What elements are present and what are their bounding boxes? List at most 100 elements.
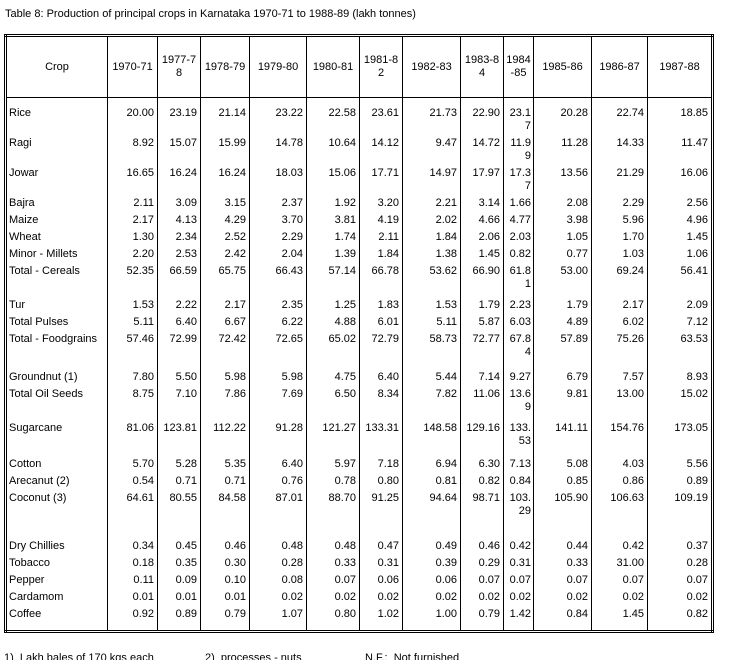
value-cell: 1.25 [306, 297, 360, 315]
spacer-cell [306, 97, 360, 106]
value-cell: 4.66 [460, 212, 504, 230]
value-cell: 1.07 [249, 606, 307, 624]
spacer-cell [647, 291, 713, 298]
value-cell: 72.42 [200, 331, 250, 360]
value-cell: 72.77 [460, 331, 504, 360]
value-cell: 98.71 [460, 490, 504, 519]
value-cell: 91.25 [359, 490, 403, 519]
value-cell: 72.79 [359, 331, 403, 360]
value-cell: 1.00 [402, 606, 461, 624]
value-cell: 0.37 [647, 538, 713, 556]
value-cell: 154.76 [591, 420, 648, 449]
spacer-cell [5, 448, 108, 457]
value-cell: 0.54 [107, 473, 158, 491]
value-cell: 14.33 [591, 135, 648, 166]
column-header: 1970-71 [107, 35, 158, 98]
spacer-cell [359, 448, 403, 457]
value-cell: 6.22 [249, 314, 307, 332]
value-cell: 16.06 [647, 165, 713, 196]
value-cell: 1.45 [647, 229, 713, 247]
value-cell: 0.02 [591, 589, 648, 607]
value-cell: 22.58 [306, 105, 360, 136]
table-row: Tobacco 0.18 0.35 0.30 0.28 0.33 0.31 0.39 0.29 0… [5, 555, 713, 573]
value-cell: 148.58 [402, 420, 461, 449]
value-cell: 16.65 [107, 165, 158, 196]
value-cell: 1.30 [107, 229, 158, 247]
table-title: Table 8: Production of principal crops i… [5, 8, 416, 20]
value-cell: 9.27 [503, 369, 534, 387]
footnote-2: 2) processes - nuts [205, 652, 302, 660]
value-cell: 1.74 [306, 229, 360, 247]
value-cell: 5.96 [591, 212, 648, 230]
value-cell: 7.14 [460, 369, 504, 387]
value-cell: 1.02 [359, 606, 403, 624]
value-cell: 88.70 [306, 490, 360, 519]
table-body: Rice 20.00 23.19 21.14 23.22 22.58 23.61 21.73 2… [5, 97, 713, 632]
value-cell: 8.92 [107, 135, 158, 166]
value-cell: 17.37 [503, 165, 534, 196]
value-cell: 141.11 [533, 420, 592, 449]
spacer-cell [533, 448, 592, 457]
value-cell: 81.06 [107, 420, 158, 449]
spacer-cell [306, 518, 360, 539]
spacer-cell [107, 448, 158, 457]
value-cell: 15.06 [306, 165, 360, 196]
value-cell: 5.35 [200, 456, 250, 474]
value-cell: 72.99 [157, 331, 201, 360]
value-cell: 5.11 [107, 314, 158, 332]
value-cell: 1.83 [359, 297, 403, 315]
spacer-cell [402, 518, 461, 539]
value-cell: 2.17 [200, 297, 250, 315]
table-row: Total - Cereals 52.35 66.59 65.75 66.43 57.14… [5, 263, 713, 292]
crop-cell: Coffee [5, 606, 108, 624]
value-cell: 0.07 [647, 572, 713, 590]
spacer-cell [200, 623, 250, 632]
value-cell: 0.07 [533, 572, 592, 590]
value-cell: 123.81 [157, 420, 201, 449]
spacer-cell [503, 97, 534, 106]
value-cell: 57.14 [306, 263, 360, 292]
value-cell: 66.59 [157, 263, 201, 292]
value-cell: 2.06 [460, 229, 504, 247]
value-cell: 5.98 [249, 369, 307, 387]
value-cell: 5.97 [306, 456, 360, 474]
column-header: 1983-84 [460, 35, 504, 98]
value-cell: 5.28 [157, 456, 201, 474]
spacer-row [5, 623, 713, 632]
value-cell: 1.42 [503, 606, 534, 624]
value-cell: 2.34 [157, 229, 201, 247]
value-cell: 91.28 [249, 420, 307, 449]
column-header: 1981-82 [359, 35, 403, 98]
value-cell: 65.75 [200, 263, 250, 292]
column-header: 1977-78 [157, 35, 201, 98]
value-cell: 3.81 [306, 212, 360, 230]
value-cell: 2.53 [157, 246, 201, 264]
value-cell: 21.29 [591, 165, 648, 196]
spacer-cell [647, 414, 713, 421]
spacer-row [5, 97, 713, 106]
spacer-cell [359, 518, 403, 539]
crop-cell: Sugarcane [5, 420, 108, 449]
value-cell: 4.75 [306, 369, 360, 387]
value-cell: 9.47 [402, 135, 461, 166]
value-cell: 56.41 [647, 263, 713, 292]
value-cell: 22.74 [591, 105, 648, 136]
value-cell: 2.20 [107, 246, 158, 264]
header-row: Crop 1970-71 1977-78 1978-79 1979-80 1980-81 1… [5, 35, 713, 98]
value-cell: 112.22 [200, 420, 250, 449]
value-cell: 0.82 [460, 473, 504, 491]
value-cell: 0.46 [200, 538, 250, 556]
spacer-cell [402, 359, 461, 370]
spacer-cell [157, 448, 201, 457]
value-cell: 0.77 [533, 246, 592, 264]
value-cell: 65.02 [306, 331, 360, 360]
value-cell: 21.14 [200, 105, 250, 136]
value-cell: 16.24 [200, 165, 250, 196]
value-cell: 8.75 [107, 386, 158, 415]
spacer-cell [359, 97, 403, 106]
crop-cell: Pepper [5, 572, 108, 590]
table-row: Cardamom 0.01 0.01 0.01 0.02 0.02 0.02 0.02 0.02… [5, 589, 713, 607]
spacer-cell [249, 97, 307, 106]
spacer-cell [157, 359, 201, 370]
value-cell: 14.97 [402, 165, 461, 196]
